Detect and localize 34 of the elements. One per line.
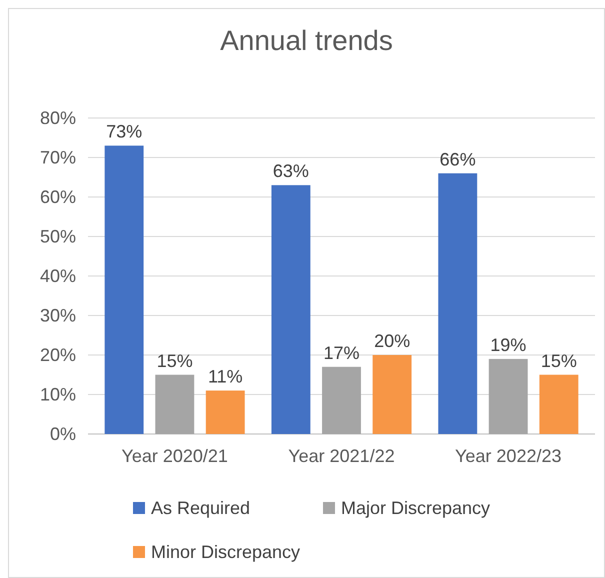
bar xyxy=(488,358,528,434)
chart-title: Annual trends xyxy=(220,25,393,56)
x-tick-label: Year 2020/21 xyxy=(122,446,228,466)
y-tick-label: 0% xyxy=(50,424,76,444)
data-label: 11% xyxy=(208,366,243,387)
y-tick-label: 30% xyxy=(40,306,76,326)
bar xyxy=(104,146,144,434)
bar xyxy=(155,374,194,434)
x-tick-label: Year 2022/23 xyxy=(455,446,562,466)
data-label: 19% xyxy=(490,334,526,355)
data-label: 63% xyxy=(272,161,309,182)
y-tick-label: 40% xyxy=(40,266,76,286)
bar xyxy=(372,355,412,434)
y-tick-label: 50% xyxy=(40,226,76,246)
y-tick-label: 20% xyxy=(40,345,76,365)
data-label: 15% xyxy=(156,350,193,371)
data-label: 15% xyxy=(540,350,577,371)
legend-label: Major Discrepancy xyxy=(341,498,490,518)
bar xyxy=(206,390,245,434)
data-label: 73% xyxy=(106,122,142,142)
legend-label: Minor Discrepancy xyxy=(151,542,300,562)
y-tick-label: 80% xyxy=(40,108,76,128)
bar xyxy=(539,374,578,434)
bar xyxy=(322,366,361,434)
bar xyxy=(271,185,310,434)
data-label: 17% xyxy=(323,342,360,363)
legend-label: As Required xyxy=(151,498,250,518)
bar xyxy=(438,173,478,434)
data-label: 66% xyxy=(440,149,476,170)
y-tick-label: 60% xyxy=(40,187,76,207)
data-label: 20% xyxy=(374,331,410,351)
x-tick-label: Year 2021/22 xyxy=(288,446,395,466)
y-tick-label: 10% xyxy=(40,384,76,404)
y-tick-label: 70% xyxy=(40,148,76,168)
